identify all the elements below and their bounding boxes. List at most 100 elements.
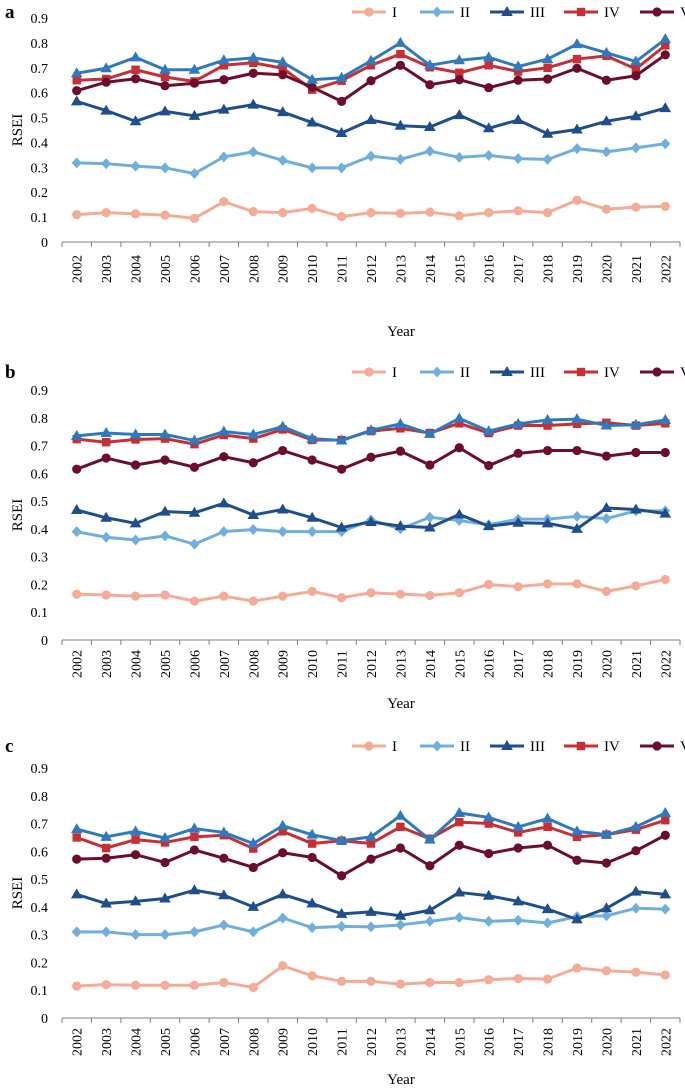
legend-entry-II: II xyxy=(420,365,470,381)
data-point xyxy=(601,966,612,976)
data-point xyxy=(278,445,288,456)
x-tick-label: 2009 xyxy=(277,255,292,283)
data-point xyxy=(572,54,582,64)
data-point xyxy=(70,67,83,78)
data-point xyxy=(455,68,464,77)
data-point xyxy=(131,65,140,74)
data-point xyxy=(366,976,376,986)
series-I xyxy=(72,195,670,223)
y-tick-label: 0.6 xyxy=(31,845,49,860)
data-point xyxy=(630,418,642,429)
legend-marker xyxy=(364,7,374,17)
x-tick-label: 2017 xyxy=(512,1028,527,1056)
data-point xyxy=(307,162,318,174)
data-point xyxy=(307,852,317,863)
data-point xyxy=(512,417,524,428)
y-tick-label: 0.9 xyxy=(31,384,49,399)
data-point xyxy=(601,858,612,868)
legend-label: III xyxy=(530,739,545,755)
data-point xyxy=(219,452,229,462)
data-point xyxy=(660,201,670,212)
data-point xyxy=(130,160,141,172)
data-point xyxy=(130,929,141,941)
x-tick-label: 2021 xyxy=(630,255,645,283)
x-tick-label: 2015 xyxy=(453,255,468,283)
data-point xyxy=(306,73,318,84)
data-point xyxy=(454,588,464,598)
data-point xyxy=(100,511,112,522)
legend-entry-V: V xyxy=(640,365,685,381)
x-tick-label: 2004 xyxy=(130,1028,145,1056)
data-point xyxy=(394,417,407,428)
data-point xyxy=(513,153,524,165)
data-point xyxy=(159,892,171,903)
series-V xyxy=(72,443,670,474)
x-tick-label: 2013 xyxy=(394,255,409,283)
data-point xyxy=(130,534,141,546)
y-tick-label: 0.3 xyxy=(31,551,49,566)
data-point xyxy=(278,591,288,601)
x-tick-label: 2020 xyxy=(600,255,615,283)
x-tick-label: 2012 xyxy=(365,650,380,678)
data-point xyxy=(512,516,524,527)
legend-entry-I: I xyxy=(352,739,397,755)
x-tick-label: 2018 xyxy=(542,1028,557,1056)
x-tick-label: 2008 xyxy=(247,255,262,283)
legend-label: IV xyxy=(604,739,620,755)
data-point xyxy=(601,75,612,85)
data-point xyxy=(571,825,583,836)
data-point xyxy=(336,464,347,474)
legend-entry-V: V xyxy=(640,5,685,21)
data-point xyxy=(247,837,260,848)
x-tick-label: 2006 xyxy=(188,255,203,283)
x-tick-label: 2016 xyxy=(483,255,498,283)
data-point xyxy=(512,114,524,125)
data-point xyxy=(277,912,288,924)
legend-entry-IV: IV xyxy=(564,365,620,381)
data-point xyxy=(571,413,583,424)
data-point xyxy=(484,848,494,859)
data-point xyxy=(101,853,111,863)
y-tick-label: 0.9 xyxy=(31,12,49,27)
legend-label: V xyxy=(680,5,685,21)
data-point xyxy=(70,429,83,440)
y-tick-label: 0.4 xyxy=(31,523,49,538)
data-point xyxy=(160,857,170,868)
series-VI xyxy=(70,807,672,848)
x-tick-label: 2010 xyxy=(306,650,321,678)
data-point xyxy=(159,505,171,516)
x-tick-label: 2003 xyxy=(100,1028,115,1056)
data-point xyxy=(482,889,495,900)
legend-label: II xyxy=(460,5,470,21)
data-point xyxy=(366,588,376,598)
data-point xyxy=(189,845,200,855)
data-point xyxy=(484,579,494,590)
data-point xyxy=(249,434,258,443)
data-point xyxy=(278,827,287,836)
x-tick-label: 2015 xyxy=(453,650,468,678)
data-point xyxy=(247,51,260,62)
data-point xyxy=(571,913,583,924)
x-tick-label: 2008 xyxy=(247,1028,262,1056)
data-point xyxy=(454,75,464,85)
legend-marker xyxy=(501,740,513,750)
series-V xyxy=(72,830,670,881)
data-point xyxy=(631,846,641,856)
y-tick-label: 0.2 xyxy=(31,578,49,593)
x-tick-label: 2012 xyxy=(365,1028,380,1056)
y-tick-label: 0.1 xyxy=(31,211,49,226)
data-point xyxy=(484,819,493,828)
x-tick-label: 2019 xyxy=(571,650,586,678)
chart-panel-c: c RSEI 0 0.1 0.2 0.3 0.4 0.5 0.6 0.7 0.8 0.9 2002 200… xyxy=(5,736,685,1088)
data-point xyxy=(483,915,494,927)
data-point xyxy=(219,977,229,988)
data-point xyxy=(70,504,83,514)
x-tick-label: 2019 xyxy=(571,255,586,283)
data-point xyxy=(395,60,406,70)
y-tick-label: 0.3 xyxy=(31,161,49,176)
data-point xyxy=(248,207,258,217)
data-point xyxy=(512,820,524,831)
data-point xyxy=(100,897,112,908)
data-point xyxy=(572,510,582,522)
y-tick-label: 0.8 xyxy=(31,790,49,805)
